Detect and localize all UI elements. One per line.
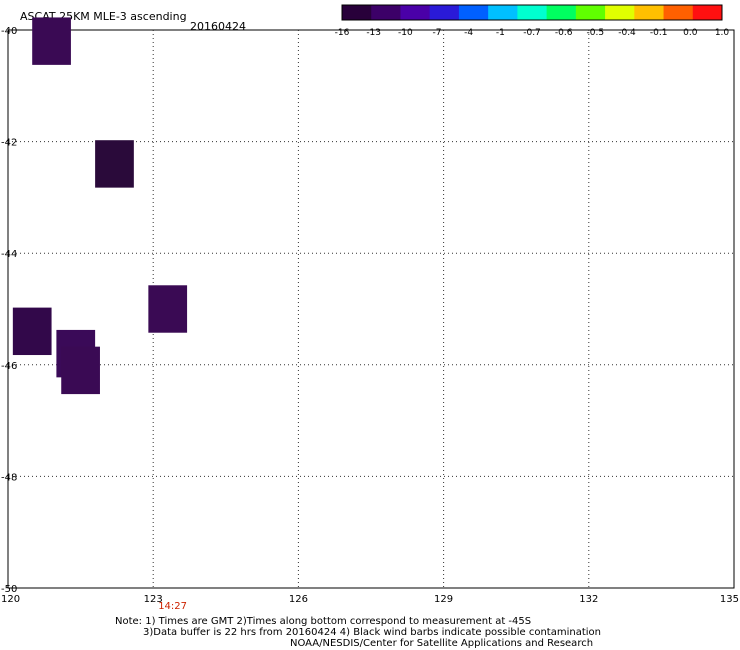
x-tick-label: 123	[144, 594, 163, 605]
y-tick-label: -46	[1, 361, 17, 372]
y-tick-label: -48	[1, 472, 17, 483]
note-line-2: 3)Data buffer is 22 hrs from 20160424 4)…	[143, 627, 601, 638]
colorbar-label: -7	[433, 28, 442, 38]
colorbar-label: -10	[398, 28, 413, 38]
y-tick-label: -40	[1, 26, 17, 37]
y-tick-label: -44	[1, 249, 17, 260]
y-tick-label: -42	[1, 138, 17, 149]
colorbar-segment	[546, 5, 577, 20]
x-tick-label: 129	[434, 594, 453, 605]
colorbar-label: -13	[366, 28, 381, 38]
colorbar-segment	[400, 5, 431, 20]
colorbar-segment	[517, 5, 548, 20]
time-label: 14:27	[158, 601, 187, 612]
colorbar-border	[341, 4, 723, 21]
y-tick-label: -50	[1, 584, 17, 595]
color-legend: -16 -13 -10 -7 -4 -1 -0.7 -0.6 -0.5 -0.4 -0.1 0.0 1.…	[335, 4, 730, 38]
x-tick-label: 120	[1, 594, 20, 605]
data-cell	[32, 17, 71, 65]
colorbar-segment	[605, 5, 635, 20]
note-line-3: NOAA/NESDIS/Center for Satellite Applica…	[290, 638, 594, 649]
map-frame	[7, 29, 735, 589]
x-tick-label: 132	[579, 594, 598, 605]
x-tick-label: 126	[289, 594, 308, 605]
colorbar-segment	[371, 5, 401, 20]
colorbar-label: -0.6	[555, 28, 573, 38]
colorbar-label: -0.4	[618, 28, 636, 38]
colorbar-label: -0.1	[650, 28, 668, 38]
note-line-1: Note: 1) Times are GMT 2)Times along bot…	[115, 616, 532, 627]
colorbar-segment	[575, 5, 606, 20]
colorbar-label: -0.5	[587, 28, 605, 38]
data-cell	[148, 285, 188, 333]
x-tick-label: 135	[720, 594, 739, 605]
data-cell	[61, 346, 100, 395]
colorbar-label: -1	[496, 28, 505, 38]
data-cell	[95, 140, 134, 188]
data-cell	[12, 307, 52, 356]
colorbar-label: -0.7	[523, 28, 541, 38]
colorbar-segment	[429, 5, 460, 20]
colorbar-label: 1.0	[715, 28, 730, 38]
colorbar-segment	[458, 5, 489, 20]
axis-tick-labels: 120 123 126 129 132 135 -40 -42 -44 -46 -48 -50 14:2…	[1, 26, 739, 612]
data-cells	[12, 17, 188, 395]
colorbar-segment	[692, 5, 723, 20]
colorbar-label: -4	[464, 28, 473, 38]
colorbar-segment	[634, 5, 665, 20]
colorbar-label: 0.0	[683, 28, 698, 38]
colorbar-segment	[488, 5, 518, 20]
colorbar-segment	[663, 5, 694, 20]
colorbar-label: -16	[335, 28, 350, 38]
colorbar-segment	[342, 5, 372, 20]
